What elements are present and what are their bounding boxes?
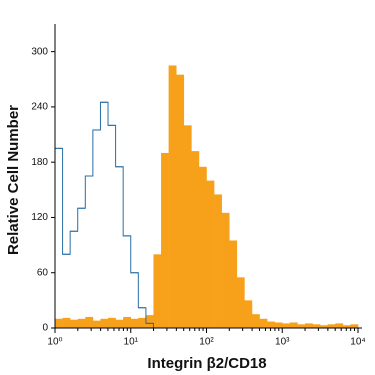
- x-tick-label: 10²: [199, 337, 214, 348]
- histogram-bar: [130, 318, 139, 328]
- histogram-bar: [55, 318, 63, 328]
- histogram-bar: [153, 254, 162, 328]
- histogram-bar: [274, 322, 283, 328]
- x-tick-label: 10⁴: [350, 337, 365, 348]
- histogram-bar: [191, 151, 200, 328]
- histogram-bar: [85, 316, 94, 328]
- y-tick-label: 240: [31, 102, 48, 113]
- y-tick-label: 180: [31, 157, 48, 168]
- histogram-bar: [145, 315, 154, 328]
- histogram-bar: [221, 212, 230, 328]
- x-axis-label: Integrin β2/CD18: [147, 355, 266, 372]
- histogram-bar: [267, 321, 275, 328]
- y-tick-label: 300: [31, 46, 48, 57]
- histogram-bar: [123, 316, 132, 328]
- histogram-bar: [138, 317, 147, 328]
- histogram-bar: [176, 74, 185, 329]
- histogram-bar: [312, 324, 321, 328]
- y-axis-label: Relative Cell Number: [5, 105, 22, 255]
- histogram-bar: [206, 180, 215, 328]
- histogram-bar: [92, 320, 101, 328]
- y-tick-label: 60: [37, 267, 49, 278]
- x-tick-label: 10⁰: [47, 337, 62, 348]
- histogram-bar: [161, 152, 169, 328]
- histogram-bar: [282, 323, 291, 328]
- histogram-bar: [259, 318, 268, 328]
- y-tick-label: 120: [31, 212, 48, 223]
- histogram-bar: [297, 324, 306, 328]
- histogram-bar: [251, 314, 260, 328]
- histogram-bar: [342, 325, 351, 328]
- histogram-bar: [327, 324, 336, 328]
- histogram-bar: [108, 317, 116, 328]
- histogram-bar: [236, 277, 245, 328]
- histogram-bar: [100, 318, 109, 328]
- histogram-bar: [70, 319, 79, 328]
- histogram-bar: [77, 318, 86, 328]
- histogram-bar: [320, 325, 328, 328]
- y-tick-label: 0: [42, 323, 48, 334]
- histogram-bar: [62, 317, 71, 328]
- histogram-bar: [168, 65, 177, 329]
- histogram-bar: [350, 324, 359, 328]
- x-tick-label: 10¹: [124, 337, 139, 348]
- histogram-bar: [115, 319, 124, 328]
- histogram-bar: [214, 194, 222, 328]
- x-tick-label: 10³: [275, 337, 290, 348]
- histogram-bar: [183, 125, 192, 328]
- histogram-bar: [198, 166, 207, 328]
- histogram-bar: [244, 300, 253, 328]
- histogram-bar: [229, 240, 238, 328]
- histogram-bar: [289, 322, 298, 328]
- histogram-bar: [335, 323, 344, 328]
- histogram-bar: [304, 323, 313, 328]
